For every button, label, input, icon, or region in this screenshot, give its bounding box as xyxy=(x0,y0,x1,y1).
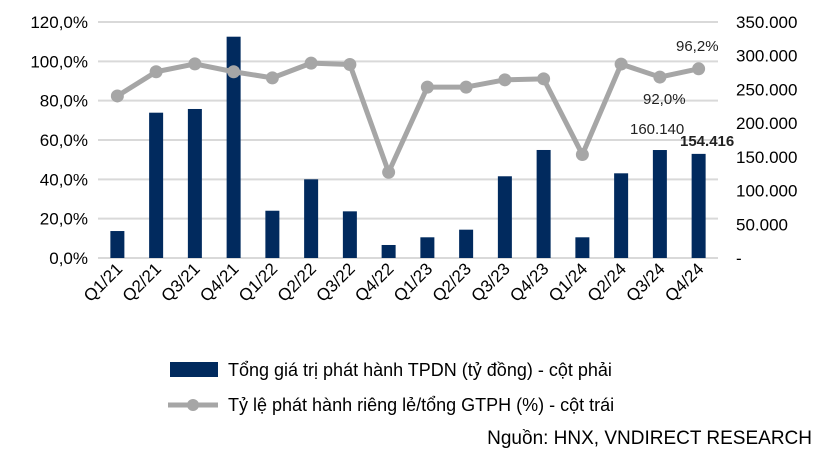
right-tick-label: - xyxy=(736,249,742,268)
bar-Q3-23 xyxy=(497,176,512,258)
bar-Q2-21 xyxy=(149,112,164,258)
line-point-Q3-21 xyxy=(188,57,202,71)
line-point-Q1-24 xyxy=(575,148,589,162)
right-tick-label: 350.000 xyxy=(736,13,797,32)
x-tick-label: Q1/23 xyxy=(390,259,436,305)
bar-Q3-21 xyxy=(187,108,202,259)
right-tick-label: 300.000 xyxy=(736,47,797,66)
line-point-Q2-23 xyxy=(459,80,473,94)
right-tick-label: 50.000 xyxy=(736,215,788,234)
x-tick-label: Q2/21 xyxy=(119,259,165,305)
legend-bar-label: Tổng giá trị phát hành TPDN (tỷ đồng) - … xyxy=(228,360,612,380)
x-tick-label: Q1/22 xyxy=(235,259,281,305)
x-tick-label: Q1/24 xyxy=(545,259,591,305)
line-path xyxy=(116,60,700,175)
bar-Q3-22 xyxy=(342,211,357,258)
bar-Q4-21 xyxy=(226,36,241,258)
line-point-Q4-23 xyxy=(537,72,551,86)
line-point-Q2-21 xyxy=(149,65,163,79)
bar-Q4-23 xyxy=(536,149,551,258)
line-point-Q2-22 xyxy=(304,56,318,70)
line-series xyxy=(110,56,706,179)
left-axis: 0,0% 20,0% 40,0% 60,0% 80,0% 100,0% 120,0% xyxy=(30,13,88,268)
source-note: Nguồn: HNX, VNDIRECT RESEARCH xyxy=(487,428,812,449)
right-tick-label: 250.000 xyxy=(736,80,797,99)
line-point-Q4-24 xyxy=(692,62,706,76)
x-tick-label: Q3/22 xyxy=(313,259,359,305)
bar-Q4-22 xyxy=(381,244,396,258)
x-tick-label: Q3/24 xyxy=(623,259,669,305)
x-tick-label: Q4/23 xyxy=(506,259,552,305)
left-tick-label: 80,0% xyxy=(40,92,88,111)
legend-line-label: Tỷ lệ phát hành riêng lẻ/tổng GTPH (%) -… xyxy=(228,395,614,415)
x-axis: Q1/21Q2/21Q3/21Q4/21Q1/22Q2/22Q3/22Q4/22… xyxy=(80,259,707,305)
line-point-Q3-22 xyxy=(343,57,357,71)
line-point-Q2-24 xyxy=(614,57,628,71)
bar-Q3-24 xyxy=(652,150,667,258)
line-point-Q1-23 xyxy=(420,80,434,94)
legend-bar-swatch xyxy=(170,362,218,377)
line-point-Q3-24 xyxy=(653,70,667,84)
data-label-bar-q3-24: 160.140 xyxy=(630,121,684,138)
x-tick-label: Q3/21 xyxy=(158,259,204,305)
left-tick-label: 120,0% xyxy=(30,13,88,32)
bar-Q1-23 xyxy=(420,237,435,258)
data-label-line-q3-24: 92,0% xyxy=(643,91,686,108)
bar-Q1-21 xyxy=(110,231,125,258)
right-axis: - 50.000 100.000 150.000 200.000 250.000 300.0… xyxy=(736,13,797,268)
right-tick-label: 200.000 xyxy=(736,114,797,133)
data-label-line-q4-24: 96,2% xyxy=(676,38,719,55)
right-tick-label: 150.000 xyxy=(736,148,797,167)
x-tick-label: Q2/23 xyxy=(429,259,475,305)
bar-Q1-22 xyxy=(265,210,280,258)
legend: Tổng giá trị phát hành TPDN (tỷ đồng) - … xyxy=(168,360,614,415)
bar-Q2-23 xyxy=(459,229,474,258)
line-point-Q1-21 xyxy=(110,89,124,103)
data-label-bar-q4-24: 154.416 xyxy=(680,133,734,150)
left-tick-label: 0,0% xyxy=(49,249,88,268)
x-tick-label: Q3/23 xyxy=(468,259,514,305)
x-tick-label: Q4/24 xyxy=(661,259,707,305)
line-point-Q3-23 xyxy=(498,73,512,87)
line-point-Q4-22 xyxy=(382,165,396,179)
legend-line-marker xyxy=(187,399,199,411)
bar-Q1-24 xyxy=(575,237,590,258)
left-tick-label: 20,0% xyxy=(40,210,88,229)
left-tick-label: 100,0% xyxy=(30,52,88,71)
bar-series xyxy=(110,36,706,259)
line-point-Q4-21 xyxy=(227,65,241,79)
line-point-Q1-22 xyxy=(265,71,279,85)
x-tick-label: Q2/24 xyxy=(584,259,630,305)
left-tick-label: 40,0% xyxy=(40,170,88,189)
x-tick-label: Q4/22 xyxy=(351,259,397,305)
left-tick-label: 60,0% xyxy=(40,131,88,150)
right-tick-label: 100.000 xyxy=(736,182,797,201)
bar-Q4-24 xyxy=(691,153,706,258)
bar-Q2-22 xyxy=(304,179,319,258)
bar-Q2-24 xyxy=(614,173,629,258)
x-tick-label: Q4/21 xyxy=(196,259,242,305)
x-tick-label: Q2/22 xyxy=(274,259,320,305)
